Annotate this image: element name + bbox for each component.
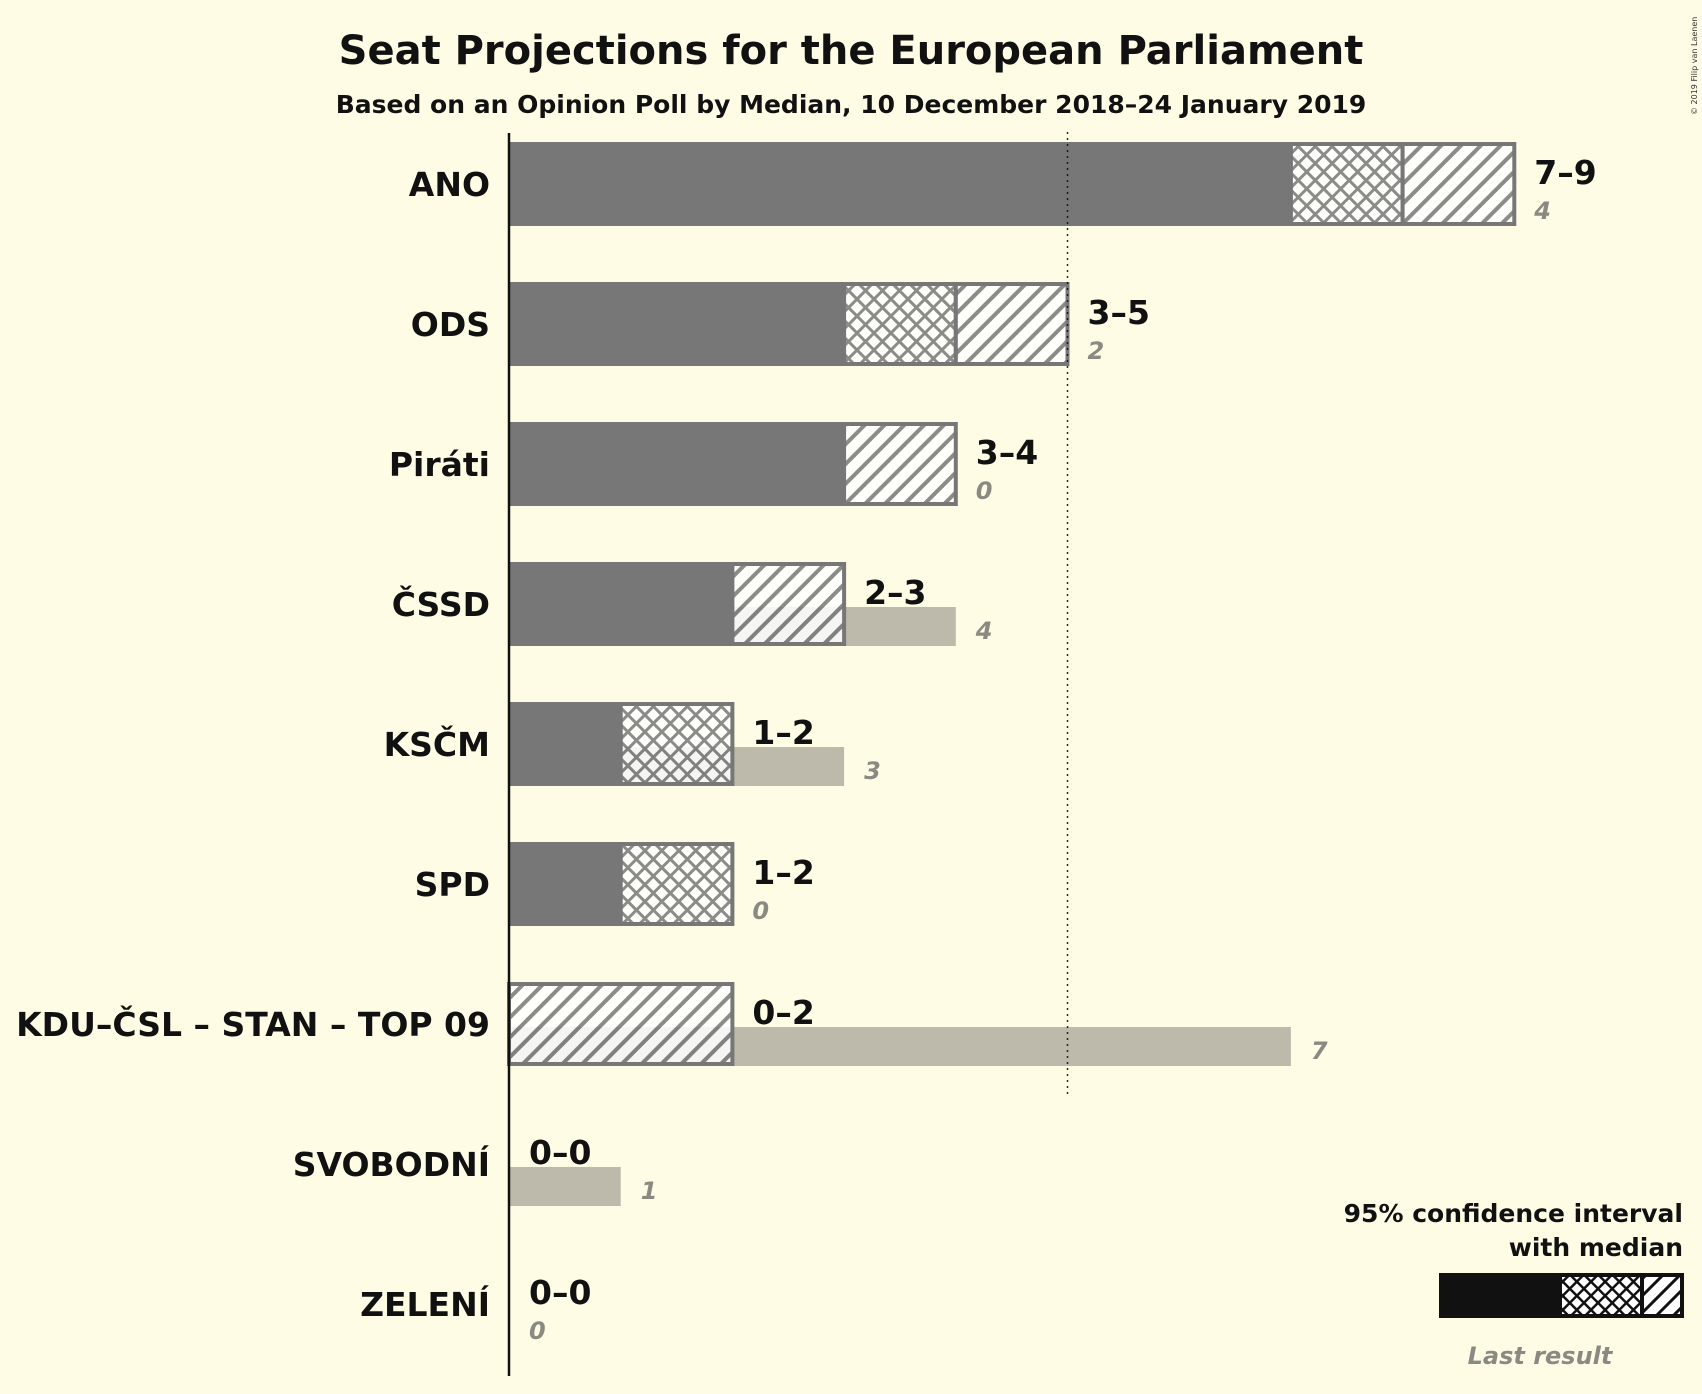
ci-median-crosshatch: [618, 842, 735, 926]
legend: 95% confidence interval with median Last…: [1344, 1199, 1684, 1370]
chart-title: Seat Projections for the European Parlia…: [339, 28, 1364, 74]
ci-median-crosshatch: [842, 282, 958, 366]
ci-solid-bar: [509, 562, 733, 646]
party-label: ZELENÍ: [360, 1284, 490, 1324]
last-result-bar: [509, 1167, 621, 1206]
party-label: SPD: [415, 865, 490, 904]
seat-range-label: 1–2: [752, 713, 814, 752]
party-label: SVOBODNÍ: [293, 1144, 490, 1184]
party-label: Piráti: [389, 445, 490, 484]
ci-solid-bar: [509, 422, 845, 506]
legend-last-result-label: Last result: [1468, 1342, 1614, 1370]
seat-range-label: 3–4: [976, 433, 1038, 472]
legend-solid-bar: [1439, 1273, 1560, 1318]
seat-range-label: 0–0: [529, 1273, 591, 1312]
legend-line1: 95% confidence interval: [1344, 1199, 1683, 1228]
seat-range-label: 1–2: [752, 853, 814, 892]
party-label: ČSSD: [392, 584, 490, 624]
ci-upper-hatch: [730, 562, 847, 646]
ci-upper-hatch: [953, 282, 1070, 366]
legend-line2: with median: [1509, 1233, 1683, 1262]
ci-upper-hatch: [1400, 142, 1517, 226]
copyright: © 2019 Filip van Laenen: [1690, 17, 1699, 115]
ci-solid-bar: [509, 842, 621, 926]
legend-crosshatch-bar: [1558, 1273, 1644, 1318]
ci-median-crosshatch: [618, 702, 735, 786]
last-result-label: 7: [1311, 1037, 1328, 1065]
party-label: ANO: [409, 165, 490, 204]
seat-range-label: 7–9: [1534, 153, 1596, 192]
seat-range-label: 0–0: [529, 1133, 591, 1172]
last-result-label: 4: [1533, 197, 1551, 225]
legend-hatch-bar: [1640, 1273, 1684, 1318]
ci-solid-bar: [509, 282, 845, 366]
last-result-label: 3: [864, 757, 881, 785]
party-label: ODS: [411, 305, 490, 344]
seat-range-label: 0–2: [752, 993, 814, 1032]
seat-range-label: 3–5: [1088, 293, 1150, 332]
party-label: KSČM: [384, 724, 490, 764]
ci-upper-hatch: [842, 422, 958, 506]
last-result-label: 0: [529, 1317, 546, 1345]
ci-upper-hatch: [507, 982, 735, 1066]
ci-solid-bar: [509, 142, 1291, 226]
last-result-label: 1: [641, 1177, 658, 1205]
ci-solid-bar: [509, 702, 621, 786]
last-result-label: 0: [752, 897, 769, 925]
ci-median-crosshatch: [1288, 142, 1405, 226]
last-result-label: 4: [975, 617, 993, 645]
last-result-label: 2: [1088, 337, 1105, 365]
seat-range-label: 2–3: [864, 573, 926, 612]
last-result-label: 0: [976, 477, 993, 505]
party-label: KDU–ČSL – STAN – TOP 09: [16, 1004, 490, 1044]
bars-group: ANO 7–9 4 ODS 3–5 2 Piráti 3–4 0 ČSSD 2–3 4 KSČM 1–2 3…: [16, 132, 1597, 1376]
chart-subtitle: Based on an Opinion Poll by Median, 10 D…: [336, 90, 1367, 119]
